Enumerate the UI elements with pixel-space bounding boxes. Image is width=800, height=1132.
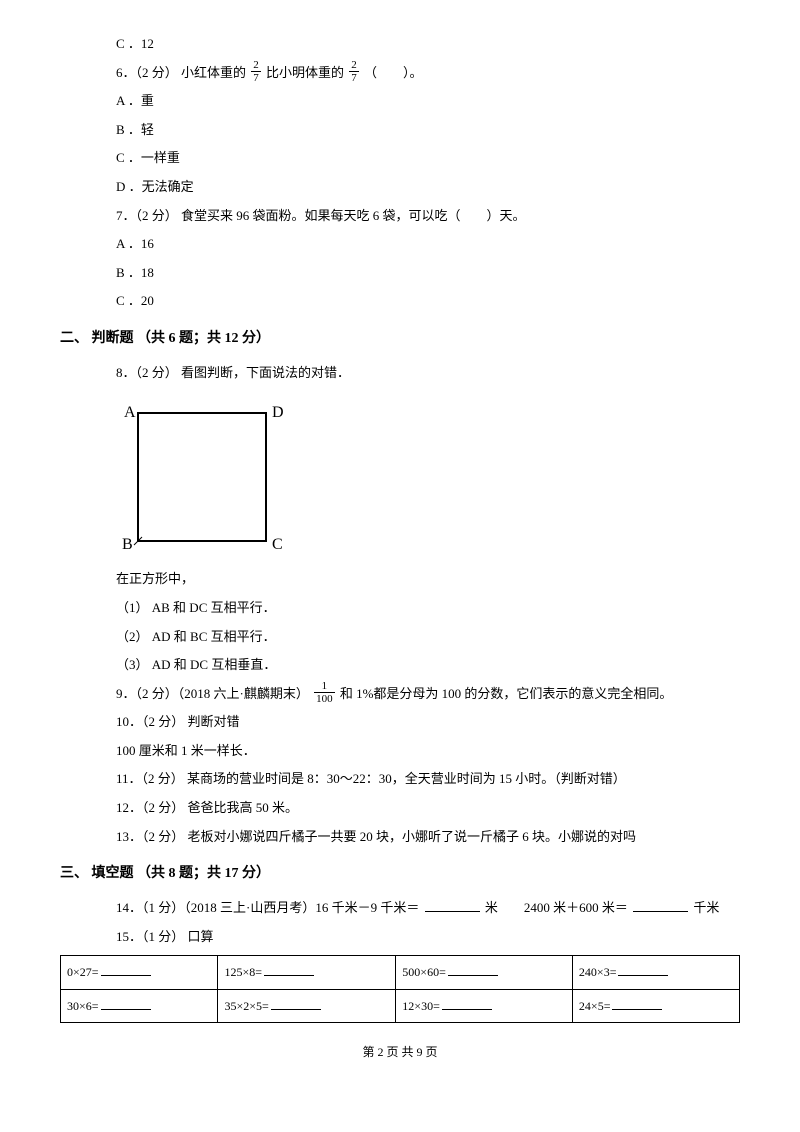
q13-stem: 13．（2 分） 老板对小娜说四斤橘子一共要 20 块，小娜听了说一斤橘子 6 … [60, 823, 740, 852]
calc-cell: 125×8= [218, 956, 396, 989]
calc-blank[interactable] [271, 998, 321, 1010]
q12-stem: 12．（2 分） 爸爸比我高 50 米。 [60, 794, 740, 823]
q10-line2: 100 厘米和 1 米一样长． [60, 737, 740, 766]
q6-fraction-2: 2 7 [349, 59, 359, 84]
frac-num: 2 [349, 59, 359, 72]
frac-num: 1 [314, 680, 335, 693]
frac-num: 2 [251, 59, 261, 72]
q7-stem: 7．（2 分） 食堂买来 96 袋面粉。如果每天吃 6 袋，可以吃（ ）天。 [60, 202, 740, 231]
q8-sub3: （3） AD 和 DC 互相垂直． [60, 651, 740, 680]
q6-option-a: A ．重 [60, 87, 740, 116]
q8-sub2: （2） AD 和 BC 互相平行． [60, 623, 740, 652]
calc-expr: 24×5= [579, 999, 611, 1013]
q8-intro: 在正方形中， [60, 565, 740, 594]
q6-stem: 6．（2 分） 小红体重的 2 7 比小明体重的 2 7 （ ）。 [60, 59, 740, 88]
q15-stem: 15．（1 分） 口算 [60, 923, 740, 952]
q14-unit2: 千米 [693, 900, 719, 915]
calc-blank[interactable] [618, 964, 668, 976]
q6-stem-post: （ ）。 [364, 65, 423, 80]
calc-expr: 125×8= [224, 965, 262, 979]
calc-cell: 35×2×5= [218, 989, 396, 1022]
table-row: 30×6= 35×2×5= 12×30= 24×5= [61, 989, 740, 1022]
svg-text:C: C [272, 536, 283, 553]
calc-table: 0×27= 125×8= 500×60= 240×3= 30×6= 35×2×5… [60, 955, 740, 1023]
calc-expr: 30×6= [67, 999, 99, 1013]
section-3-title: 三、 填空题 （共 8 题；共 17 分） [60, 859, 740, 890]
q8-stem: 8．（2 分） 看图判断，下面说法的对错． [60, 359, 740, 388]
calc-blank[interactable] [612, 998, 662, 1010]
calc-cell: 24×5= [572, 989, 739, 1022]
q14-blank-1[interactable] [425, 899, 480, 912]
q8-figure: A D B C [114, 397, 740, 557]
q14-blank-2[interactable] [633, 899, 688, 912]
q9-pre: 9．（2 分）（2018 六上·麒麟期末） [116, 686, 312, 701]
q6-option-d: D ．无法确定 [60, 173, 740, 202]
table-row: 0×27= 125×8= 500×60= 240×3= [61, 956, 740, 989]
q7-option-c: C ．20 [60, 287, 740, 316]
calc-cell: 500×60= [396, 956, 573, 989]
calc-blank[interactable] [101, 998, 151, 1010]
calc-blank[interactable] [442, 998, 492, 1010]
calc-cell: 30×6= [61, 989, 218, 1022]
calc-expr: 500×60= [402, 965, 446, 979]
q11-stem: 11．（2 分） 某商场的营业时间是 8：30～22：30，全天营业时间为 15… [60, 765, 740, 794]
frac-den: 100 [314, 693, 335, 705]
calc-cell: 12×30= [396, 989, 573, 1022]
svg-text:A: A [124, 404, 136, 421]
q9-stem: 9．（2 分）（2018 六上·麒麟期末） 1 100 和 1%都是分母为 10… [60, 680, 740, 709]
page-footer: 第 2 页 共 9 页 [60, 1039, 740, 1065]
q6-option-b: B ．轻 [60, 116, 740, 145]
q6-fraction-1: 2 7 [251, 59, 261, 84]
svg-text:D: D [272, 404, 284, 421]
q6-option-c: C ．一样重 [60, 144, 740, 173]
calc-blank[interactable] [264, 964, 314, 976]
q7-option-b: B ．18 [60, 259, 740, 288]
q9-post: 和 1%都是分母为 100 的分数，它们表示的意义完全相同。 [340, 686, 673, 701]
q14-stem: 14．（1 分）（2018 三上·山西月考）16 千米－9 千米＝ 米 2400… [60, 894, 740, 923]
q9-fraction: 1 100 [314, 680, 335, 705]
svg-text:B: B [122, 536, 133, 553]
calc-blank[interactable] [448, 964, 498, 976]
q10-stem: 10．（2 分） 判断对错 [60, 708, 740, 737]
calc-expr: 0×27= [67, 965, 99, 979]
calc-cell: 240×3= [572, 956, 739, 989]
calc-expr: 35×2×5= [224, 999, 268, 1013]
calc-cell: 0×27= [61, 956, 218, 989]
q5-option-c: C ．12 [60, 30, 740, 59]
frac-den: 7 [251, 72, 261, 84]
calc-blank[interactable] [101, 964, 151, 976]
section-2-title: 二、 判断题 （共 6 题；共 12 分） [60, 324, 740, 355]
q14-unit1: 米 2400 米＋600 米＝ [485, 900, 628, 915]
q14-pre: 14．（1 分）（2018 三上·山西月考）16 千米－9 千米＝ [116, 900, 419, 915]
q8-sub1: （1） AB 和 DC 互相平行． [60, 594, 740, 623]
q6-stem-pre: 6．（2 分） 小红体重的 [116, 65, 246, 80]
calc-expr: 240×3= [579, 965, 617, 979]
q6-stem-mid: 比小明体重的 [266, 65, 347, 80]
frac-den: 7 [349, 72, 359, 84]
calc-expr: 12×30= [402, 999, 440, 1013]
q7-option-a: A ．16 [60, 230, 740, 259]
